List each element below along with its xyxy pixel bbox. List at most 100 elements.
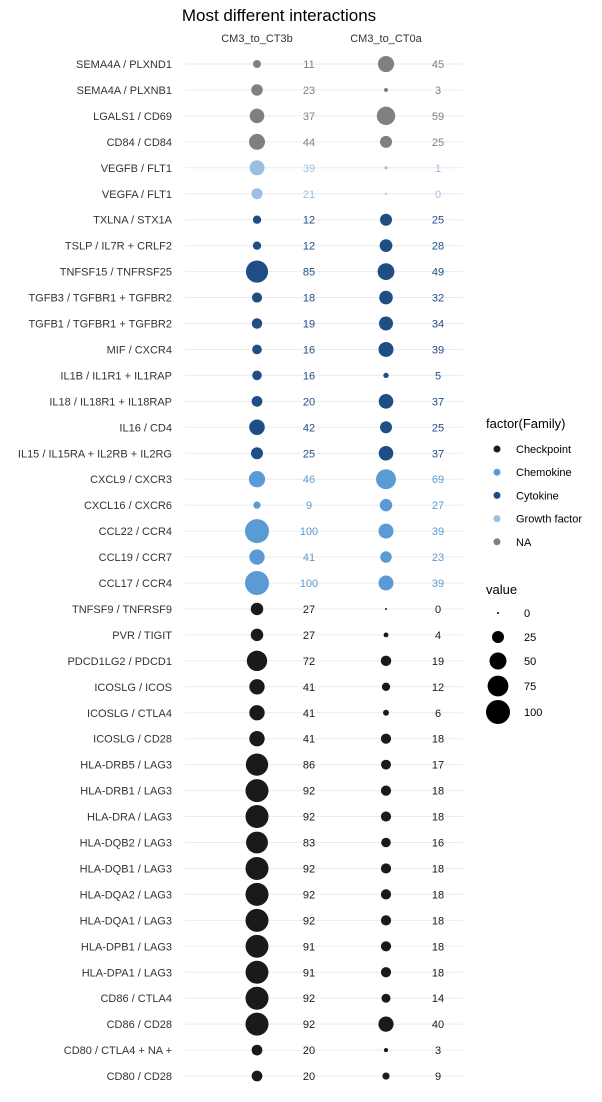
value-label: 18 (432, 734, 444, 746)
row: HLA-DQB2 / LAG3 83 16 (80, 831, 444, 854)
value-label: 41 (303, 734, 315, 746)
dot (380, 785, 392, 796)
value-label: 83 (303, 838, 315, 850)
dot (380, 863, 392, 874)
value-label: 11 (303, 59, 314, 71)
dot (245, 1012, 269, 1036)
row: CXCL16 / CXCR6 9 27 (84, 498, 444, 512)
value-label: 19 (432, 656, 444, 668)
row-label: CXCL9 / CXCR3 (90, 474, 172, 486)
value-label: 92 (303, 915, 315, 927)
row-label: CD80 / CTLA4 + NA + (64, 1045, 172, 1057)
legend-value-title: value (486, 582, 517, 597)
legend-value: value 0 25 50 75 100 (486, 582, 542, 724)
row: TNFSF15 / TNFRSF25 85 49 (60, 260, 444, 283)
dot (380, 421, 392, 434)
dot (380, 213, 392, 226)
dot (245, 908, 269, 932)
row: HLA-DRB5 / LAG3 86 17 (80, 753, 444, 776)
value-label: 92 (303, 812, 315, 824)
row-label: CD80 / CD28 (107, 1071, 172, 1083)
value-label: 12 (303, 241, 315, 253)
dot (252, 344, 262, 355)
value-label: 14 (432, 993, 444, 1005)
value-label: 0 (435, 189, 441, 201)
dot (383, 372, 389, 379)
value-label: 17 (432, 760, 444, 772)
value-label: 92 (303, 786, 315, 798)
value-label: 100 (300, 526, 318, 538)
value-label: 12 (432, 682, 444, 694)
row: TNFSF9 / TNFRSF9 27 0 (72, 602, 441, 616)
row: VEGFB / FLT1 39 1 (101, 160, 441, 176)
dot (378, 1016, 394, 1032)
row-label: HLA-DQB1 / LAG3 (80, 863, 172, 875)
chart-title: Most different interactions (182, 6, 376, 25)
value-label: 23 (303, 85, 315, 97)
row: HLA-DRB1 / LAG3 92 18 (80, 779, 444, 803)
value-label: 18 (432, 941, 444, 953)
dot (376, 469, 396, 490)
dot (249, 705, 265, 721)
dot (383, 1048, 389, 1053)
row: TGFB3 / TGFBR1 + TGFBR2 18 32 (28, 290, 444, 305)
value-label: 25 (303, 448, 315, 460)
legend-size-label: 25 (524, 632, 536, 644)
value-label: 37 (432, 396, 444, 408)
dot (253, 60, 261, 68)
row: HLA-DQA2 / LAG3 92 18 (80, 882, 444, 906)
dot (251, 84, 263, 96)
dot (380, 733, 392, 744)
legend-family-key (493, 515, 501, 523)
dot (245, 882, 269, 906)
legend-size-label: 0 (524, 608, 530, 620)
value-label: 18 (432, 915, 444, 927)
legend-family-title: factor(Family) (486, 416, 565, 431)
legend-size-key (486, 700, 510, 724)
value-label: 12 (303, 215, 315, 227)
value-label: 16 (303, 370, 315, 382)
value-label: 72 (303, 656, 315, 668)
value-label: 25 (432, 422, 444, 434)
row-label: TSLP / IL7R + CRLF2 (65, 241, 172, 253)
row: TXLNA / STX1A 12 25 (93, 213, 444, 227)
legend-family-label: Chemokine (516, 467, 572, 479)
dot (376, 106, 396, 126)
dot (249, 108, 265, 124)
value-label: 9 (435, 1071, 441, 1083)
row: SEMA4A / PLXND1 11 45 (76, 55, 444, 73)
value-label: 18 (432, 863, 444, 875)
legend-family-label: Cytokine (516, 490, 559, 502)
row: IL15 / IL15RA + IL2RB + IL2RG 25 37 (18, 445, 444, 461)
value-label: 41 (303, 552, 315, 564)
row-label: TNFSF9 / TNFRSF9 (72, 604, 172, 616)
value-label: 92 (303, 889, 315, 901)
legend-size-label: 100 (524, 707, 542, 719)
value-label: 39 (303, 163, 315, 175)
dot (380, 967, 392, 978)
value-label: 32 (432, 293, 444, 305)
dot (385, 607, 387, 610)
dot (245, 779, 269, 803)
dot (385, 192, 387, 195)
value-label: 69 (432, 474, 444, 486)
dot (380, 655, 392, 667)
dot (249, 679, 265, 695)
dot (249, 160, 265, 176)
row: ICOSLG / CTLA4 41 6 (87, 705, 441, 721)
row: MIF / CXCR4 16 39 (107, 341, 444, 357)
row: LGALS1 / CD69 37 59 (93, 106, 444, 126)
dot (380, 941, 392, 952)
value-label: 49 (432, 267, 444, 279)
row: CCL19 / CCR7 41 23 (99, 549, 444, 565)
row: CCL17 / CCR4 100 39 (99, 571, 444, 595)
value-label: 44 (303, 137, 315, 149)
value-label: 92 (303, 1019, 315, 1031)
dot (253, 501, 261, 509)
value-label: 18 (432, 889, 444, 901)
dot (381, 682, 391, 691)
row-label: HLA-DPB1 / LAG3 (81, 941, 172, 953)
row: CD80 / CTLA4 + NA + 20 3 (64, 1044, 441, 1057)
dot (377, 55, 395, 73)
row-label: LGALS1 / CD69 (93, 111, 172, 123)
